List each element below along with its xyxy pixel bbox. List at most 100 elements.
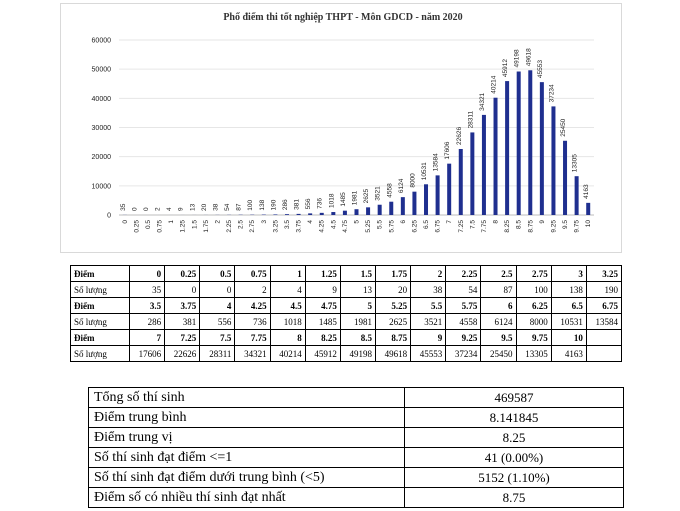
score-cell: 0: [128, 265, 166, 282]
score-cell: 9.25: [445, 329, 482, 346]
score-cell: 7: [128, 329, 166, 346]
score-row: Điểm 3.5 3.75 4 4.25 4.5 4.75 5 5.25 5.5 5.75 6 6.25…: [70, 297, 623, 314]
x-tick-label: 9.25: [550, 220, 557, 233]
data-label: 37234: [548, 84, 555, 102]
count-cell: 2: [234, 281, 271, 298]
bar: [551, 106, 556, 215]
count-cell: 6124: [480, 313, 517, 330]
count-cell: 1981: [339, 313, 376, 330]
count-cell: 25450: [480, 345, 517, 362]
summary-value: 5152 (1.10%): [404, 467, 624, 488]
bar: [412, 191, 417, 215]
bar: [319, 212, 324, 215]
count-cell: 1018: [269, 313, 306, 330]
data-label: 25450: [560, 118, 567, 136]
data-label: 8000: [409, 173, 416, 188]
bars: [122, 70, 591, 216]
bar: [481, 114, 486, 215]
score-cell: 5.5: [410, 297, 447, 314]
count-cell: 8000: [515, 313, 552, 330]
score-cell: 3.5: [128, 297, 166, 314]
x-tick-label: 0.75: [157, 220, 164, 233]
data-label: 54: [224, 203, 231, 211]
x-tick-label: 8.5: [516, 220, 523, 229]
score-cell: 5.75: [445, 297, 482, 314]
bar: [563, 140, 568, 215]
score-cell: 5: [339, 297, 376, 314]
data-label: 100: [247, 199, 254, 210]
chart-title: Phổ điểm thi tốt nghiệp THPT - Môn GDCD …: [223, 12, 462, 23]
data-label: 49198: [514, 49, 521, 67]
bar: [296, 213, 301, 215]
data-label: 138: [259, 199, 266, 210]
count-cell: 49198: [339, 345, 376, 362]
x-tick-label: 6.25: [411, 220, 418, 233]
x-tick-label: 6: [400, 220, 407, 224]
bar: [574, 176, 579, 215]
summary-row: Tổng số thí sinh 469587: [88, 387, 624, 408]
bar: [493, 97, 498, 215]
count-row: Số lượng 17606 22626 28311 34321 40214 45912 49…: [70, 345, 623, 362]
count-cell: 54: [445, 281, 482, 298]
x-tick-label: 8: [493, 220, 500, 224]
y-axis: 0 10000 20000 30000 40000 50000 60000: [92, 38, 112, 220]
x-tick-label: 0.5: [145, 220, 152, 229]
x-tick-label: 3: [261, 220, 268, 224]
score-row: Điểm 0 0.25 0.5 0.75 1 1.25 1.5 1.75 2 2.25 2.5 2.75…: [70, 265, 623, 282]
summary-label: Điểm trung bình: [88, 407, 405, 428]
summary-value: 8.141845: [404, 407, 624, 428]
count-cell: 286: [128, 313, 166, 330]
x-tick-label: 2.75: [249, 220, 256, 233]
summary-row: Điểm trung bình 8.141845: [88, 407, 624, 428]
score-cell: 4: [199, 297, 236, 314]
bar: [366, 207, 371, 215]
count-cell: 34321: [234, 345, 271, 362]
bar: [273, 214, 278, 215]
summary-value: 469587: [404, 387, 624, 408]
data-label: 1018: [328, 193, 335, 208]
summary-row: Số thí sinh đạt điểm <=1 41 (0.00%): [88, 447, 624, 468]
x-tick-label: 3.5: [284, 220, 291, 229]
score-cell: 1.75: [374, 265, 412, 282]
data-label: 17606: [444, 141, 451, 159]
score-cell: 5.25: [374, 297, 412, 314]
count-cell: 138: [550, 281, 587, 298]
data-label: 45912: [502, 59, 509, 77]
x-tick-label: 6.75: [435, 220, 442, 233]
summary-label: Điểm số có nhiều thí sinh đạt nhất: [88, 487, 405, 508]
x-tick-label: 3.75: [296, 220, 303, 233]
data-label: 13584: [433, 153, 440, 171]
data-label: 1981: [352, 190, 359, 205]
count-cell: 37234: [445, 345, 482, 362]
count-cell: 190: [585, 281, 623, 298]
data-label: 190: [270, 199, 277, 210]
count-cell: 17606: [128, 345, 166, 362]
score-cell: 9: [410, 329, 447, 346]
summary-value: 41 (0.00%): [404, 447, 624, 468]
bar: [586, 202, 591, 215]
summary-value: 8.75: [404, 487, 624, 508]
score-cell: 3: [550, 265, 587, 282]
summary-row: Số thí sinh đạt điểm dưới trung bình (<5…: [88, 467, 624, 488]
data-label: 87: [236, 203, 243, 211]
x-tick-label: 4.25: [319, 220, 326, 233]
x-tick-label: 3.25: [272, 220, 279, 233]
data-label: 2625: [363, 188, 370, 203]
bar: [458, 149, 463, 215]
data-label: 13: [189, 203, 196, 211]
data-label: 0: [131, 207, 138, 211]
count-cell: 3521: [410, 313, 447, 330]
bar: [400, 197, 405, 215]
bar: [354, 209, 359, 215]
y-tick-label: 0: [107, 213, 111, 220]
count-cell: 22626: [164, 345, 201, 362]
score-cell: 7.75: [234, 329, 271, 346]
x-tick-label: 8.75: [527, 220, 534, 233]
x-tick-label: 7.25: [458, 220, 465, 233]
summary-value: 8.25: [404, 427, 624, 448]
count-cell: 35: [128, 281, 166, 298]
data-label: 22626: [456, 127, 463, 145]
data-label: 40214: [491, 75, 498, 93]
bar: [435, 175, 440, 215]
score-cell: 9.5: [480, 329, 517, 346]
